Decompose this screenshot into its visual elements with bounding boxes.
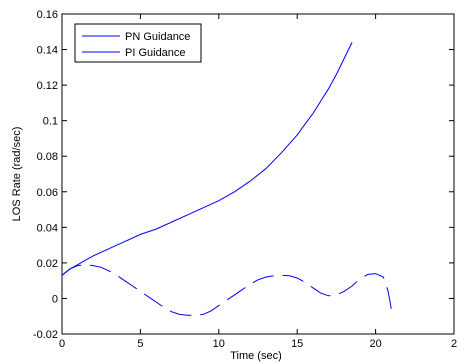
y-tick-label: 0.1 (43, 116, 58, 128)
y-tick-label: 0.02 (37, 258, 58, 270)
y-tick-label: -0.02 (33, 329, 58, 341)
series-lines (61, 42, 394, 318)
series-line-pi-guidance (61, 264, 394, 318)
legend-box (74, 23, 202, 63)
x-tick-label: 20 (369, 338, 381, 350)
y-tick-label: 0.06 (37, 187, 58, 199)
axis-ticks: 0 5 10 15 20 2-0.0200.020.040.060.080.10.120.… (33, 9, 457, 350)
series-line-pn-guidance (61, 42, 353, 276)
legend: PN Guidance PI Guidance (74, 23, 202, 63)
y-tick-label: 0 (52, 293, 58, 305)
x-tick-label: 5 (137, 338, 143, 350)
x-tick-label: 10 (213, 338, 225, 350)
legend-label-pi: PI Guidance (125, 47, 186, 59)
y-tick-label: 0.08 (37, 151, 58, 163)
x-axis-label: Time (sec) (230, 350, 282, 362)
y-axis-label: LOS Rate (rad/sec) (11, 127, 23, 222)
x-tick-label: 0 (59, 338, 65, 350)
plot-area (61, 13, 455, 335)
y-tick-label: 0.12 (37, 80, 58, 92)
legend-label-pn: PN Guidance (125, 31, 190, 43)
x-tick-label: 15 (291, 338, 303, 350)
x-tick-label: 2 (451, 338, 457, 350)
y-tick-label: 0.16 (37, 9, 58, 21)
y-tick-label: 0.14 (37, 45, 58, 57)
y-tick-label: 0.04 (37, 222, 58, 234)
